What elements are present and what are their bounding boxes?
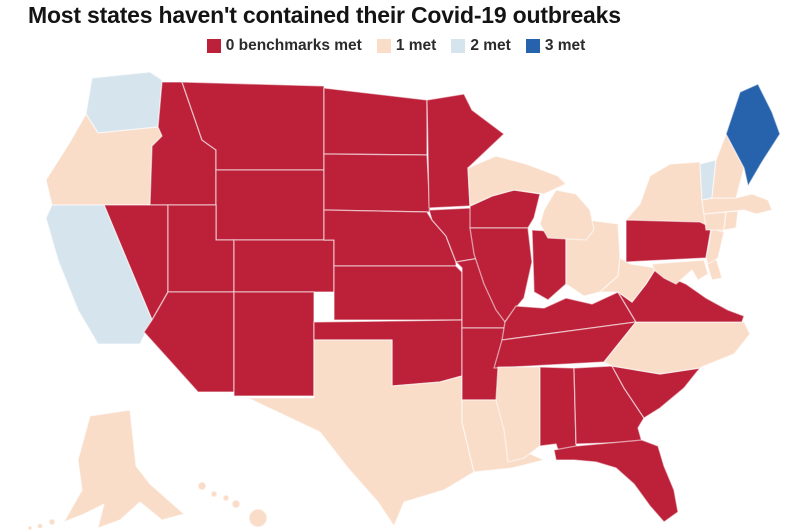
state-wyoming	[215, 169, 325, 241]
state-florida	[553, 439, 679, 523]
state-michigan-upper-peninsula	[467, 155, 567, 207]
state-michigan-lower-peninsula	[539, 189, 595, 241]
state-indiana	[531, 229, 567, 301]
state-hawaii-island	[231, 499, 241, 509]
legend-swatch-2-met-icon	[451, 39, 466, 53]
state-texas	[247, 339, 475, 527]
state-new-jersey	[705, 221, 725, 265]
state-hawaii-island	[197, 481, 207, 491]
legend-item-3-met: 3 met	[525, 37, 586, 55]
state-alaska-aleutian-island	[27, 525, 33, 530]
state-minnesota	[426, 93, 505, 209]
state-hawaii-island	[222, 494, 230, 502]
state-nebraska	[323, 209, 457, 267]
states-layer	[27, 71, 781, 530]
state-alaska-aleutian-island	[48, 518, 56, 526]
state-washington	[85, 71, 163, 134]
us-choropleth-map	[0, 70, 792, 530]
state-rhode-island	[723, 210, 739, 231]
legend-swatch-1-met-icon	[376, 39, 391, 53]
state-alaska	[63, 409, 185, 529]
legend-label: 0 benchmarks met	[225, 37, 362, 54]
legend-swatch-0-benchmarks-icon	[206, 39, 221, 53]
legend-item-2-met: 2 met	[451, 37, 511, 55]
legend-item-1-met: 1 met	[376, 37, 437, 55]
state-new-mexico	[233, 291, 315, 397]
legend-label: 2 met	[470, 37, 511, 54]
legend: 0 benchmarks met 1 met 2 met 3 met	[0, 37, 792, 55]
state-hawaii-island	[248, 508, 268, 528]
state-hawaii-island	[210, 490, 218, 498]
legend-swatch-3-met-icon	[525, 39, 540, 53]
state-colorado	[233, 239, 335, 293]
state-california	[45, 204, 153, 345]
state-north-carolina	[603, 321, 751, 375]
legend-label: 3 met	[544, 37, 586, 54]
legend-item-0-benchmarks: 0 benchmarks met	[206, 37, 362, 55]
state-connecticut	[703, 211, 727, 231]
state-maryland	[651, 259, 709, 285]
chart-title: Most states haven't contained their Covi…	[28, 2, 621, 28]
state-alaska-aleutian-island	[36, 522, 44, 530]
state-south-dakota	[323, 153, 431, 213]
state-west-virginia	[599, 257, 657, 303]
state-kansas	[333, 265, 463, 321]
state-new-hampshire	[711, 133, 745, 199]
legend-label: 1 met	[395, 37, 437, 54]
state-north-dakota	[323, 87, 428, 156]
state-maine	[725, 83, 781, 187]
